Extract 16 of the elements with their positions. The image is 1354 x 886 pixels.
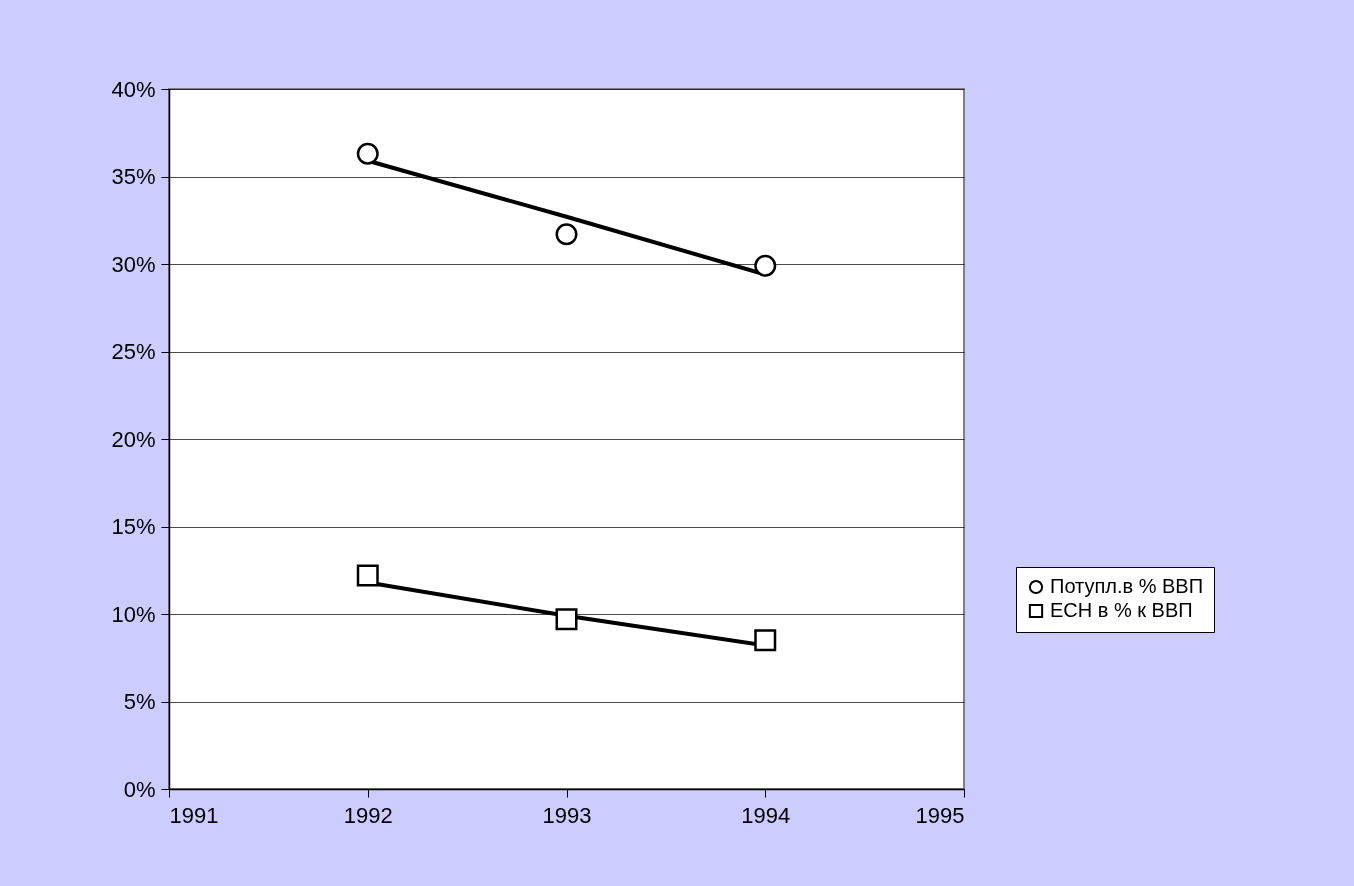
- y-tick-label: 40%: [111, 76, 156, 102]
- y-tick-label: 15%: [111, 514, 156, 539]
- y-tick-label: 5%: [123, 689, 156, 714]
- x-tick-label: 1991: [169, 802, 219, 828]
- y-tick-label: 35%: [111, 164, 156, 189]
- x-tick-label: 1995: [915, 802, 965, 828]
- legend-label: Потупл.в % ВВП: [1050, 575, 1204, 597]
- y-tick-label: 30%: [111, 251, 156, 277]
- y-tick-label: 20%: [111, 426, 156, 452]
- x-tick-label: 1994: [741, 802, 791, 828]
- x-tick-label: 1993: [542, 802, 592, 828]
- y-tick-label: 0%: [123, 776, 156, 802]
- y-tick-label: 10%: [111, 601, 156, 627]
- y-tick-label: 25%: [111, 339, 156, 364]
- x-tick-label: 1992: [343, 802, 393, 828]
- legend-label: ЕСН в % к ВВП: [1050, 599, 1193, 621]
